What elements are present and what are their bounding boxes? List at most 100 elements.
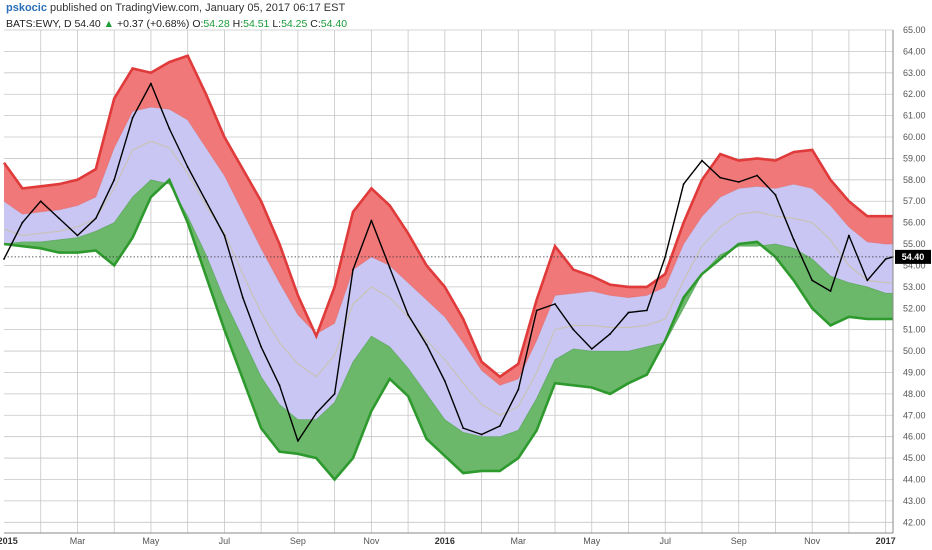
price-point	[480, 433, 483, 436]
price-point	[811, 279, 814, 282]
price-point	[499, 425, 501, 427]
price-point	[848, 234, 850, 237]
price-point	[296, 440, 299, 442]
price-point	[443, 380, 446, 382]
x-tick-label: 2016	[435, 536, 455, 546]
price-point	[333, 392, 336, 395]
x-tick-label: Mar	[511, 536, 527, 546]
price-point	[168, 127, 171, 130]
price-point	[719, 176, 722, 179]
y-tick-label: 57.00	[903, 196, 926, 206]
price-point	[407, 313, 409, 316]
y-tick-label: 54.00	[903, 260, 926, 270]
price-point	[315, 412, 318, 415]
price-point	[554, 303, 556, 305]
price-point	[260, 345, 263, 348]
lower-inner-line	[3, 179, 893, 438]
username-link[interactable]: pskocic	[6, 2, 47, 14]
y-tick-label: 52.00	[903, 303, 926, 313]
y-tick-label: 61.00	[903, 111, 926, 121]
price-point	[462, 427, 465, 430]
price-point	[241, 296, 244, 299]
price-point	[774, 193, 777, 196]
price-point	[701, 159, 703, 162]
price-point	[866, 279, 869, 282]
x-tick-label: Sep	[731, 536, 747, 546]
price-point	[131, 116, 134, 119]
open-value: 54.28	[203, 18, 230, 30]
price-point	[370, 219, 373, 222]
close-label: C:	[310, 18, 321, 30]
x-tick-label: Jul	[219, 536, 231, 546]
y-tick-label: 64.00	[903, 46, 926, 56]
x-tick-label: 2015	[0, 536, 18, 546]
x-tick-label: Nov	[804, 536, 821, 546]
y-tick-label: 43.00	[903, 496, 926, 506]
price-point	[39, 200, 42, 203]
price-point	[792, 238, 795, 241]
y-tick-label: 60.00	[903, 132, 926, 142]
y-tick-label: 59.00	[903, 153, 926, 163]
price-point	[517, 388, 520, 391]
high-value: 54.51	[243, 18, 270, 30]
low-label: L:	[272, 18, 282, 30]
time-axis[interactable]: 2015 Mar May Jul Sep Nov 2016 Mar May Jul Sep Nov 20…	[0, 532, 896, 546]
price-point	[829, 290, 832, 293]
lower-band-line	[3, 177, 893, 482]
low-value: 54.25	[281, 18, 308, 30]
y-tick-label: 56.00	[903, 218, 926, 228]
y-tick-label: 46.00	[903, 432, 926, 442]
price-point	[113, 178, 116, 181]
last-price: 54.40	[74, 18, 101, 30]
price-point	[352, 268, 354, 271]
price-point	[58, 217, 61, 220]
middle-band-line	[3, 140, 893, 416]
y-tick-label: 48.00	[903, 389, 926, 399]
publisher-line: pskocic published on TradingView.com, Ja…	[6, 2, 345, 14]
up-triangle-icon: ▲	[103, 18, 115, 30]
x-tick-label: Nov	[363, 536, 380, 546]
price-point	[590, 348, 593, 350]
y-tick-label: 55.00	[903, 239, 926, 249]
price-line	[3, 82, 894, 442]
y-tick-label: 47.00	[903, 410, 926, 420]
price-point	[884, 258, 887, 260]
y-tick-label: 63.00	[903, 68, 926, 78]
x-tick-label: May	[142, 536, 160, 546]
price-point	[664, 255, 667, 258]
price-point	[186, 166, 189, 168]
y-tick-label: 42.00	[903, 517, 926, 527]
upper-band-fill	[4, 55, 893, 386]
middle-band-fill	[4, 107, 893, 437]
price-point	[94, 217, 97, 220]
change-value: +0.37 (+0.68%)	[117, 18, 190, 30]
upper-inner-line	[3, 106, 893, 386]
price-point	[609, 333, 612, 335]
price-point	[627, 311, 630, 314]
last-price-tag	[895, 249, 931, 264]
price-point	[223, 234, 226, 237]
y-tick-label: 45.00	[903, 453, 926, 463]
x-tick-label: Mar	[70, 536, 86, 546]
price-point	[756, 174, 758, 177]
x-tick-label: 2017	[876, 536, 896, 546]
y-tick-label: 44.00	[903, 474, 926, 484]
open-label: O:	[192, 18, 204, 30]
price-point	[645, 309, 648, 312]
price-point	[737, 181, 740, 183]
price-point	[278, 384, 281, 387]
price-point	[682, 183, 685, 186]
price-point	[21, 221, 24, 224]
ohlc-line: BATS:EWY, D 54.40 ▲ +0.37 (+0.68%) O:54.…	[6, 18, 347, 30]
price-axis[interactable]: 42.00 43.00 44.00 45.00 46.00 47.00 48.00 49.00…	[892, 25, 931, 533]
high-label: H:	[232, 18, 244, 30]
envelope-bands	[2, 54, 893, 482]
y-tick-label: 58.00	[903, 175, 926, 185]
price-point	[150, 82, 152, 85]
y-tick-label: 62.00	[903, 89, 926, 99]
y-tick-label: 49.00	[903, 367, 926, 377]
upper-band-line	[2, 54, 893, 379]
price-series	[3, 82, 894, 442]
y-tick-label: 50.00	[903, 346, 926, 356]
